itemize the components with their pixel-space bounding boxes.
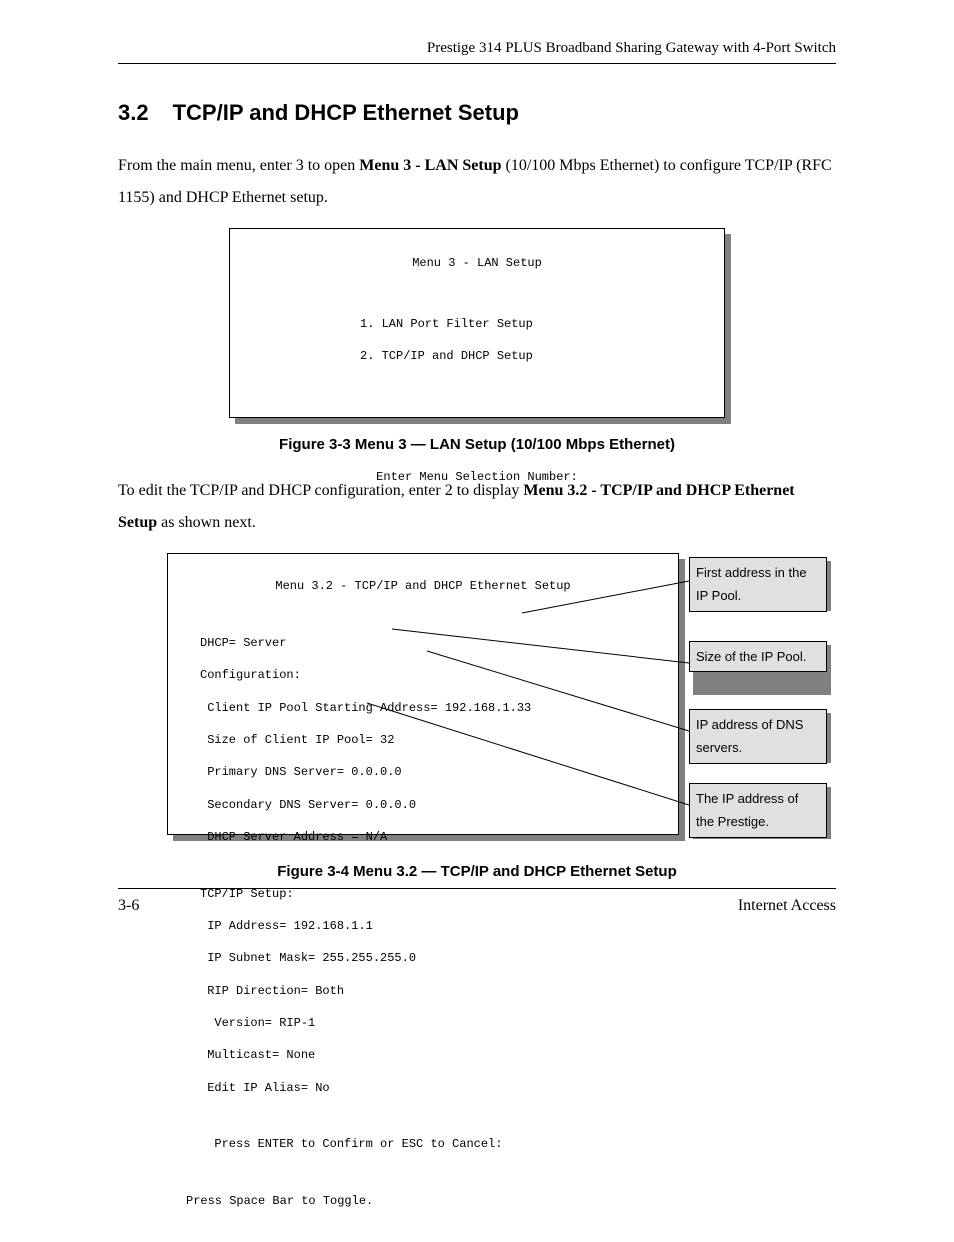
running-header: Prestige 314 PLUS Broadband Sharing Gate…: [118, 40, 836, 64]
menu3-prompt: Enter Menu Selection Number:: [230, 469, 724, 485]
menu3-item-2: 2. TCP/IP and DHCP Setup: [230, 348, 724, 364]
section-number: 3.2: [118, 100, 149, 126]
menu3-title: Menu 3 - LAN Setup: [230, 255, 724, 271]
footer-section: Internet Access: [738, 897, 836, 915]
menu32-title: Menu 3.2 - TCP/IP and DHCP Ethernet Setu…: [168, 578, 678, 594]
menu3-item-1: 1. LAN Port Filter Setup: [230, 316, 724, 332]
figure-3-4: Menu 3.2 - TCP/IP and DHCP Ethernet Setu…: [127, 553, 827, 845]
menu32-terminal: Menu 3.2 - TCP/IP and DHCP Ethernet Setu…: [167, 553, 679, 835]
menu3-terminal: Menu 3 - LAN Setup 1. LAN Port Filter Se…: [229, 228, 725, 418]
section-heading: 3.2 TCP/IP and DHCP Ethernet Setup: [118, 100, 836, 126]
intro-paragraph-1: From the main menu, enter 3 to open Menu…: [118, 150, 836, 214]
page-number: 3-6: [118, 897, 139, 915]
callout-pool-size: Size of the IP Pool.: [689, 641, 827, 672]
footer: 3-6 Internet Access: [118, 888, 836, 915]
callout-prestige-ip: The IP address of the Prestige.: [689, 783, 827, 838]
section-title: TCP/IP and DHCP Ethernet Setup: [173, 100, 519, 125]
callout-first-address: First address in the IP Pool.: [689, 557, 827, 612]
callout-dns-servers: IP address of DNS servers.: [689, 709, 827, 764]
